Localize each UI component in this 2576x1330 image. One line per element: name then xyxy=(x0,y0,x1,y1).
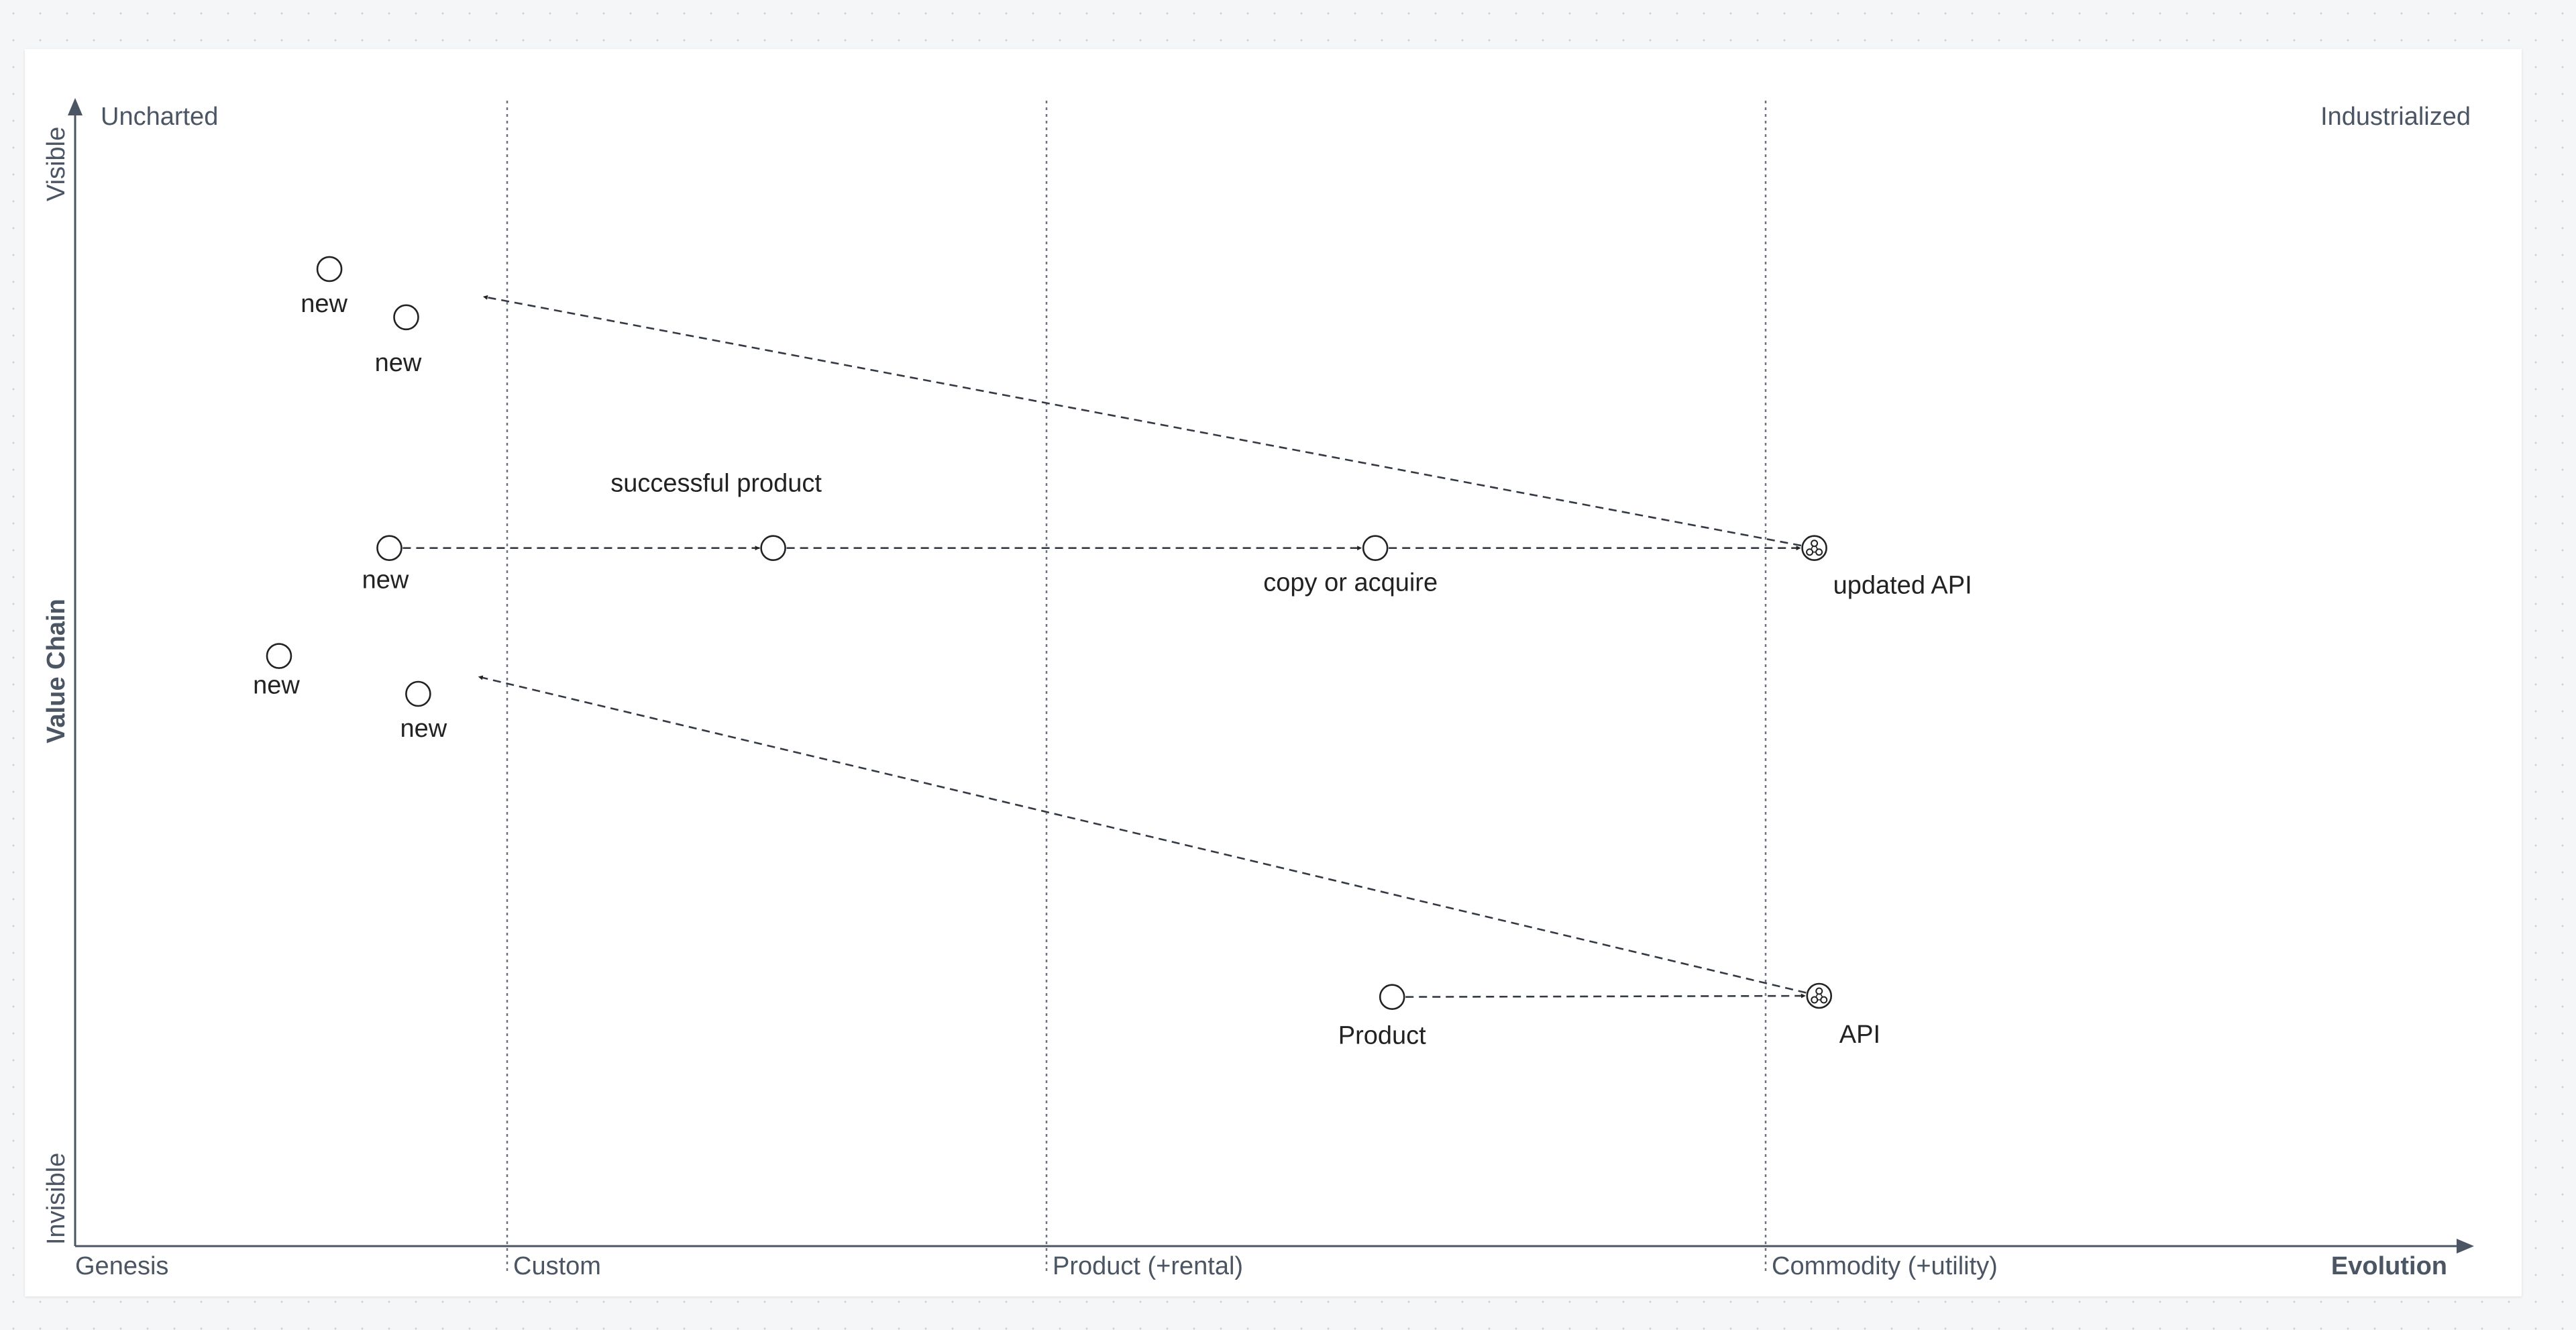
stage-label-product: Product (+rental) xyxy=(1053,1252,1243,1280)
x-axis-arrow xyxy=(2457,1239,2474,1254)
component-ca[interactable]: copy or acquire xyxy=(1263,535,1438,597)
stage-label-commodity: Commodity (+utility) xyxy=(1772,1252,1998,1280)
market-sub-node xyxy=(1820,996,1828,1004)
component-label: new xyxy=(301,290,347,318)
market-sub-node xyxy=(1815,548,1823,556)
market-sub-node xyxy=(1815,987,1823,995)
component-api[interactable]: API xyxy=(1806,982,1880,1049)
market-icon[interactable] xyxy=(1806,982,1833,1009)
component-ua[interactable]: updated API xyxy=(1801,535,1972,600)
component-label: Product xyxy=(1338,1022,1426,1050)
y-axis-bottom-label: Invisible xyxy=(42,1153,70,1245)
component-n3[interactable]: new xyxy=(362,535,409,595)
component-node[interactable] xyxy=(1362,535,1389,562)
component-node[interactable] xyxy=(405,680,431,707)
component-label: new xyxy=(362,566,409,595)
component-sp[interactable]: successful product xyxy=(610,470,822,562)
y-axis-arrow xyxy=(68,98,83,115)
component-node[interactable] xyxy=(393,304,419,331)
component-label: API xyxy=(1839,1021,1880,1049)
component-label: new xyxy=(400,715,447,743)
component-label: updated API xyxy=(1833,572,1972,600)
components-layer: new new new new new successful product copy or… xyxy=(253,256,1972,1050)
component-n2[interactable]: new xyxy=(375,304,422,377)
market-link-lines xyxy=(1809,542,1820,553)
link-api-point[interactable] xyxy=(478,675,1807,994)
component-node[interactable] xyxy=(760,535,786,562)
market-sub-node xyxy=(1806,548,1814,556)
y-axis-top-label: Visible xyxy=(42,127,70,201)
component-node[interactable] xyxy=(376,535,402,562)
component-node[interactable] xyxy=(1379,984,1405,1011)
component-label: new xyxy=(253,672,300,700)
market-link-lines xyxy=(1813,990,1825,1001)
market-sub-node xyxy=(1811,996,1819,1004)
component-n5[interactable]: new xyxy=(400,680,447,743)
map-canvas xyxy=(25,49,2522,1296)
component-n1[interactable]: new xyxy=(301,256,347,318)
market-icon[interactable] xyxy=(1801,535,1827,562)
y-axis-title: Value Chain xyxy=(42,599,70,743)
component-pr[interactable]: Product xyxy=(1338,984,1426,1050)
corner-label-industrialized: Industrialized xyxy=(2320,103,2471,131)
component-node[interactable] xyxy=(266,643,292,669)
links-layer xyxy=(402,295,1807,999)
component-label: copy or acquire xyxy=(1263,569,1438,597)
component-n4[interactable]: new xyxy=(253,643,300,700)
stage-label-genesis: Genesis xyxy=(75,1252,168,1280)
corner-label-uncharted: Uncharted xyxy=(101,103,218,131)
link-pr-api[interactable] xyxy=(1405,993,1806,999)
stage-label-custom: Custom xyxy=(513,1252,601,1280)
link-ua-point[interactable] xyxy=(482,295,1802,547)
component-label: successful product xyxy=(610,470,822,498)
x-axis-title: Evolution xyxy=(2331,1252,2447,1280)
component-node[interactable] xyxy=(316,256,343,283)
component-label: new xyxy=(375,349,422,377)
market-sub-node xyxy=(1811,540,1819,548)
